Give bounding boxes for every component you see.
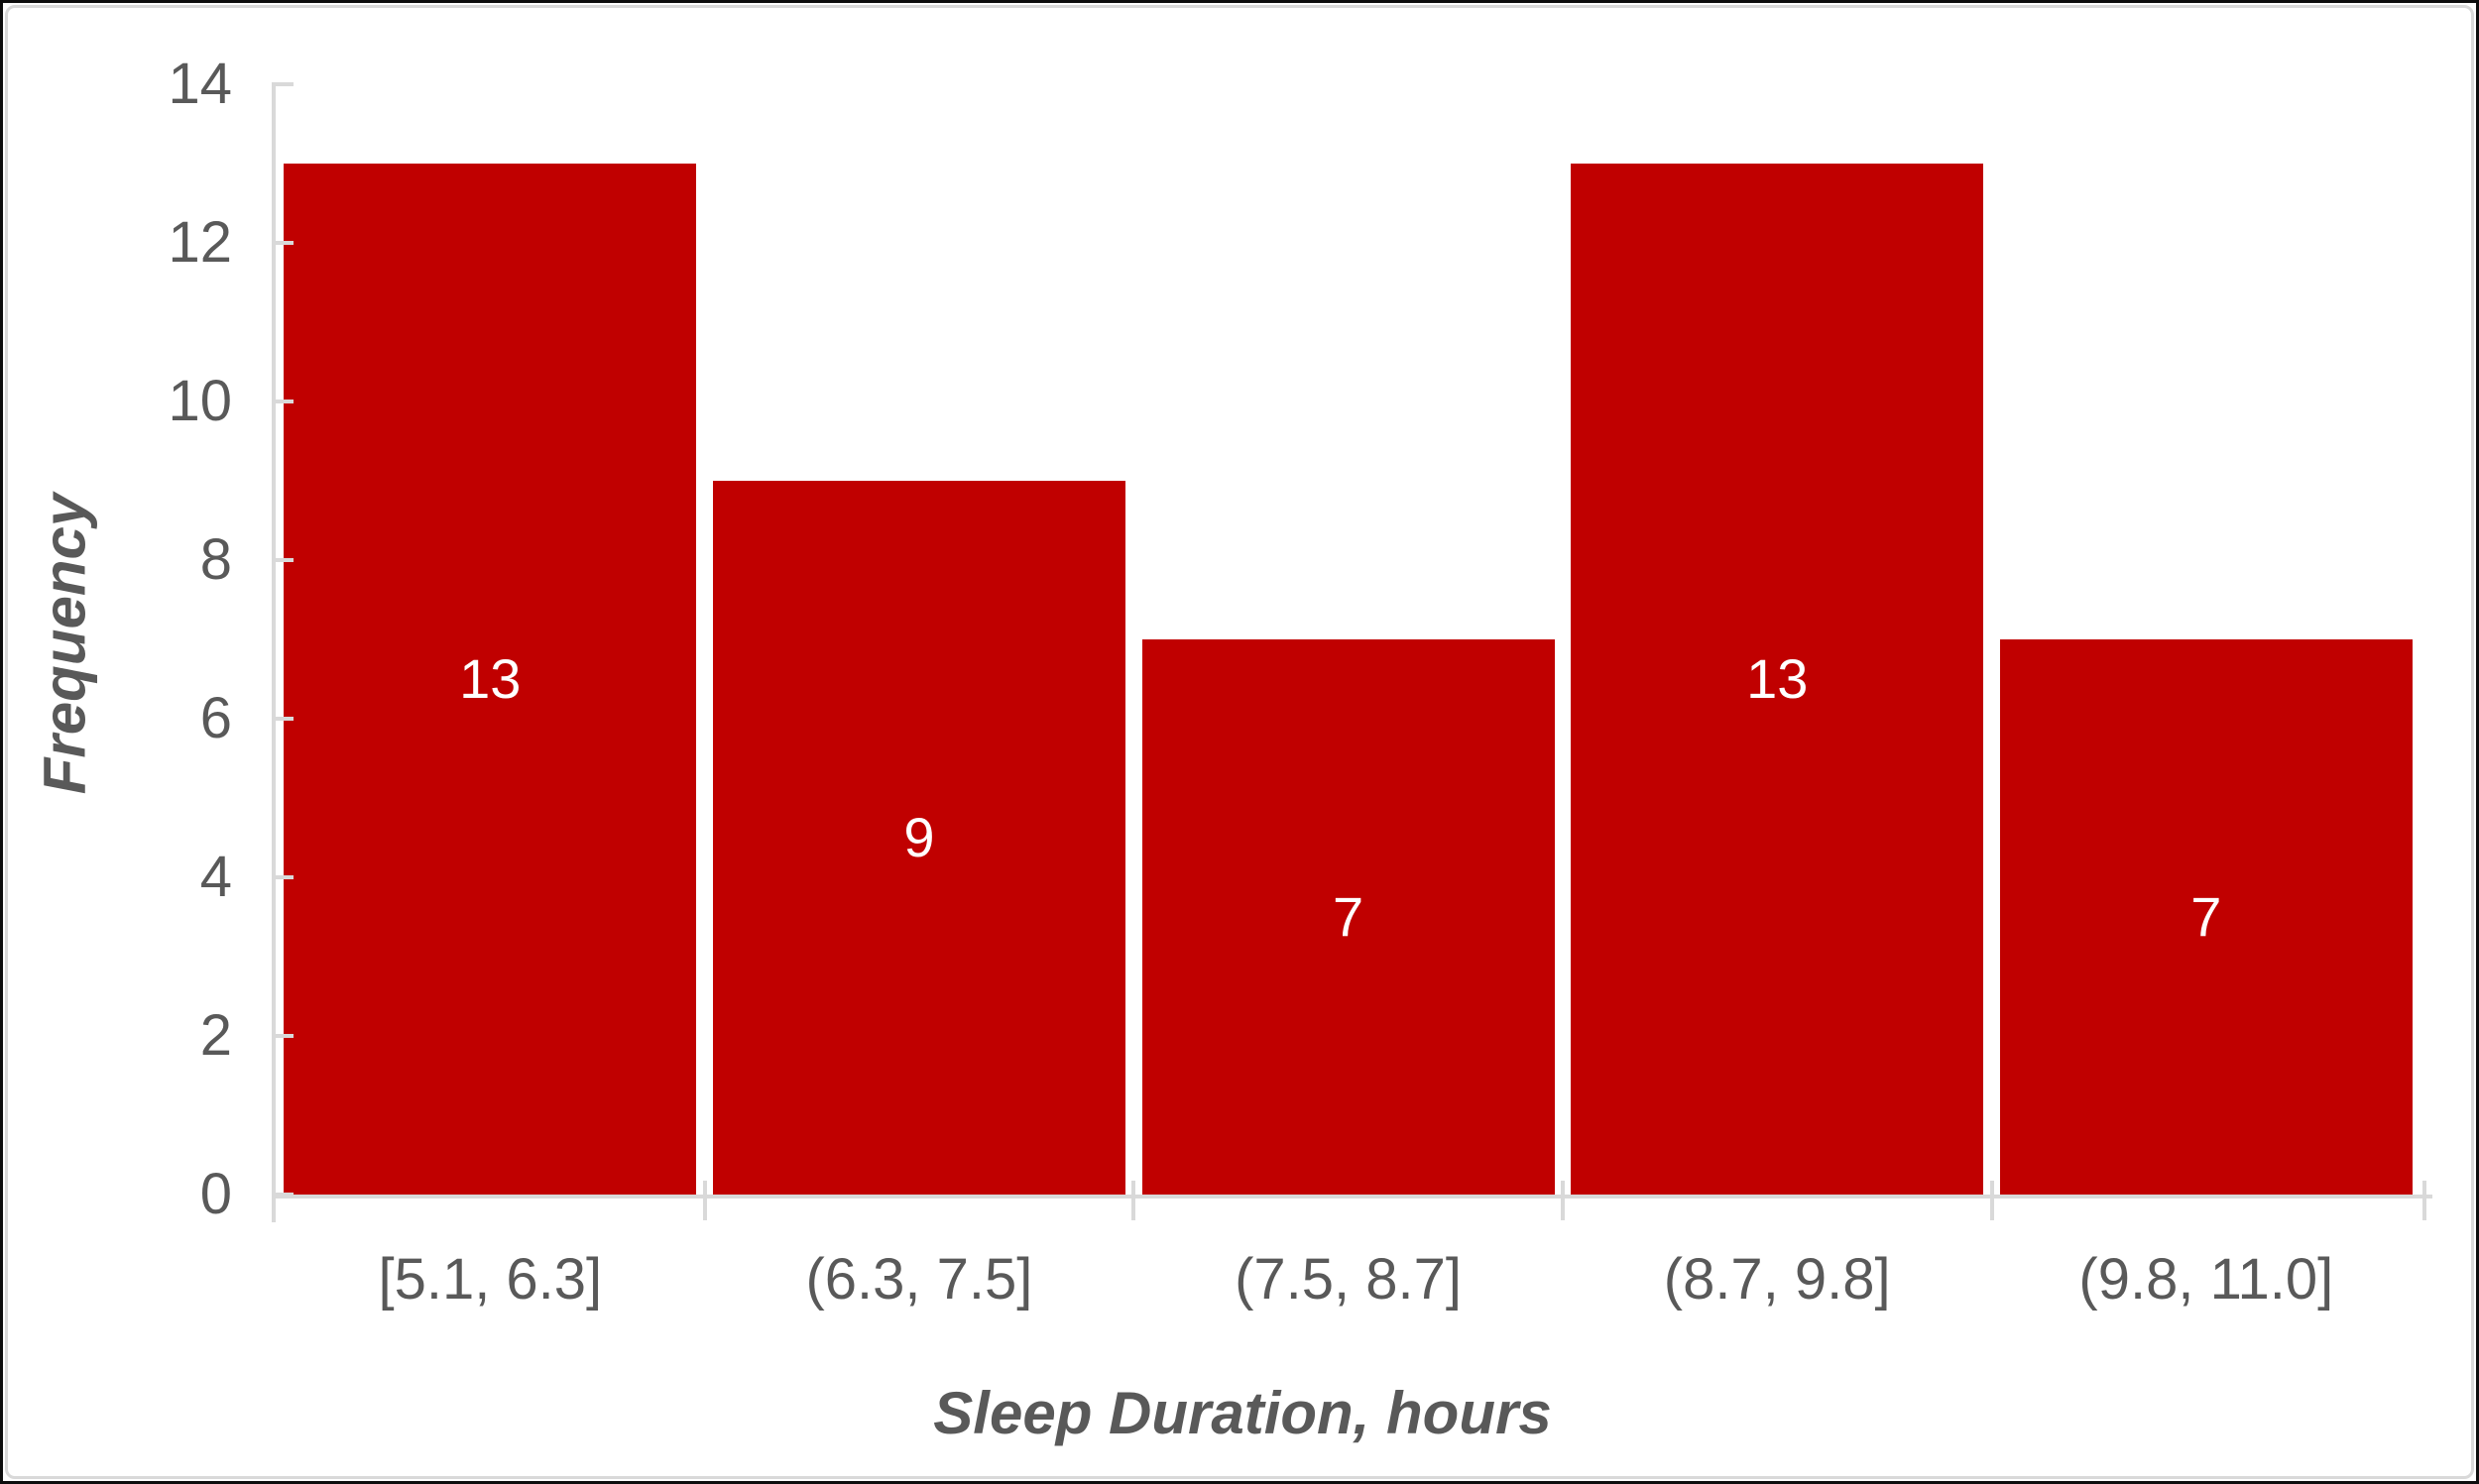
y-axis-tick-mark [272, 82, 294, 86]
histogram-chart: Frequency Sleep Duration, hours 0 2 4 6 8 10 1… [5, 5, 2474, 1479]
y-axis-tick-mark [272, 1034, 294, 1038]
histogram-bar [1999, 639, 2413, 1195]
x-axis-tick-mark [1989, 1181, 1994, 1220]
y-axis-tick-label: 10 [168, 369, 232, 433]
bar-data-label: 13 [1746, 647, 1809, 710]
y-axis-tick-mark [272, 558, 294, 562]
x-axis-category-label: (8.7, 9.8] [1663, 1247, 1891, 1312]
bar-data-label: 7 [2190, 885, 2222, 948]
plot-stage: Frequency Sleep Duration, hours 0 2 4 6 8 10 1… [8, 8, 2471, 1476]
y-axis-tick-label: 8 [199, 527, 232, 592]
x-axis-title: Sleep Duration, hours [933, 1380, 1552, 1446]
y-axis-tick-label: 4 [199, 845, 232, 909]
y-axis-tick-label: 0 [199, 1162, 232, 1226]
y-axis-tick-label: 6 [199, 686, 232, 750]
x-axis-tick-mark [1131, 1181, 1136, 1220]
x-axis-tick-mark [702, 1181, 707, 1220]
y-axis-tick-mark [272, 875, 294, 879]
histogram-bar [1571, 164, 1984, 1195]
y-axis-tick-label: 14 [168, 52, 232, 116]
histogram-bar [284, 164, 697, 1195]
y-axis-tick-mark [272, 241, 294, 245]
histogram-bar [1141, 639, 1555, 1195]
y-axis-tick-mark [272, 1193, 294, 1197]
y-axis-tick-mark [272, 717, 294, 721]
x-axis-category-label: (7.5, 8.7] [1235, 1247, 1463, 1312]
histogram-bar [712, 481, 1125, 1195]
y-axis-line [272, 82, 276, 1222]
x-axis-tick-mark [2422, 1181, 2427, 1220]
x-axis-line [272, 1195, 2432, 1199]
bar-data-label: 13 [459, 647, 522, 710]
y-axis-tick-mark [272, 400, 294, 403]
x-axis-tick-mark [1560, 1181, 1565, 1220]
y-axis-tick-label: 2 [199, 1003, 232, 1068]
x-axis-category-label: [5.1, 6.3] [378, 1247, 603, 1312]
bar-data-label: 7 [1333, 885, 1364, 948]
y-axis-tick-label: 12 [168, 210, 232, 275]
x-axis-category-label: (9.8, 11.0] [2078, 1247, 2334, 1312]
x-axis-category-label: (6.3, 7.5] [805, 1247, 1033, 1312]
bar-data-label: 9 [903, 806, 935, 868]
